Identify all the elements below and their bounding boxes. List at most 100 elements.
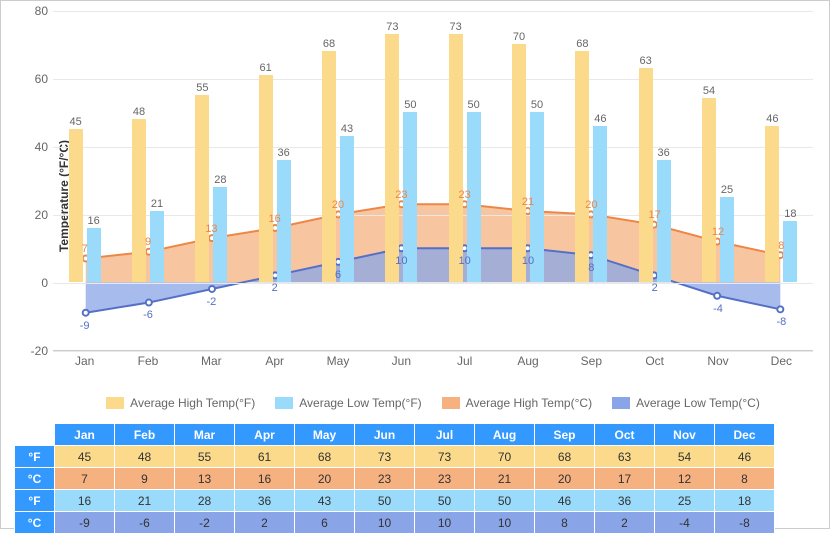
area-value-label: 7 [82, 243, 88, 255]
table-cell: -9 [55, 512, 115, 534]
table-cell: 20 [295, 468, 355, 490]
bar-value-label: 73 [386, 21, 398, 33]
gridline [53, 283, 813, 284]
table-cell: 48 [115, 446, 175, 468]
table-col-header: Oct [595, 424, 655, 446]
area-value-label: 23 [395, 189, 407, 201]
area-value-label: 17 [649, 209, 661, 221]
bar [69, 129, 83, 282]
gridline [53, 215, 813, 216]
area-value-label: 10 [459, 255, 471, 267]
bar [720, 197, 734, 282]
bar [195, 95, 209, 282]
table-cell: 2 [595, 512, 655, 534]
x-tick-label: Apr [265, 354, 284, 368]
x-tick-label: May [327, 354, 350, 368]
chart-container: Temperature (°F/°C) -2002040608045485561… [0, 0, 830, 529]
table-cell: 54 [655, 446, 715, 468]
bar-value-label: 25 [721, 184, 733, 196]
table-cell: 68 [535, 446, 595, 468]
bar-value-label: 70 [513, 31, 525, 43]
bar-value-label: 36 [278, 147, 290, 159]
table-col-header: Aug [475, 424, 535, 446]
area-value-label: 16 [269, 213, 281, 225]
bar-value-label: 55 [196, 82, 208, 94]
table-row-header: °F [15, 490, 55, 512]
area-value-label: 13 [205, 223, 217, 235]
bar [765, 126, 779, 282]
bar-value-label: 48 [133, 106, 145, 118]
table-cell: 17 [595, 468, 655, 490]
bar [150, 211, 164, 282]
table-cell: -6 [115, 512, 175, 534]
area-value-label: 2 [652, 282, 658, 294]
table-row-header: °F [15, 446, 55, 468]
table-cell: 73 [415, 446, 475, 468]
table-col-header: Dec [715, 424, 775, 446]
legend-swatch [442, 397, 460, 409]
bar-value-label: 68 [323, 38, 335, 50]
table-cell: 23 [415, 468, 475, 490]
table-col-header: Nov [655, 424, 715, 446]
area-value-label: 20 [332, 199, 344, 211]
table-cell: 20 [535, 468, 595, 490]
table-cell: 7 [55, 468, 115, 490]
table-cell: 68 [295, 446, 355, 468]
bar-value-label: 68 [576, 38, 588, 50]
legend-item-low-f: Average Low Temp(°F) [275, 396, 421, 410]
area-value-label: 2 [272, 282, 278, 294]
table-cell: 63 [595, 446, 655, 468]
area-value-label: -4 [713, 303, 723, 315]
bar [385, 34, 399, 282]
bar [575, 51, 589, 282]
legend-swatch [106, 397, 124, 409]
table-cell: 73 [355, 446, 415, 468]
x-tick-label: Jul [457, 354, 472, 368]
gridline [53, 147, 813, 148]
table-cell: 36 [235, 490, 295, 512]
table-cell: 46 [535, 490, 595, 512]
area-value-label: 12 [712, 226, 724, 238]
table-cell: 50 [415, 490, 475, 512]
area-value-label: -9 [80, 320, 90, 332]
y-tick-label: 0 [23, 276, 48, 290]
bar [87, 228, 101, 282]
table-col-header: Sep [535, 424, 595, 446]
table-row-header: °C [15, 512, 55, 534]
x-tick-label: Sep [581, 354, 602, 368]
bar [322, 51, 336, 282]
legend-swatch [275, 397, 293, 409]
legend: Average High Temp(°F) Average Low Temp(°… [53, 393, 813, 413]
bar-value-label: 28 [214, 174, 226, 186]
table-cell: 21 [115, 490, 175, 512]
bar-value-label: 45 [70, 116, 82, 128]
table-col-header: Apr [235, 424, 295, 446]
table-cell: 55 [175, 446, 235, 468]
gridline [53, 351, 813, 352]
legend-label: Average High Temp(°C) [466, 396, 592, 410]
bar [259, 75, 273, 282]
bar-value-label: 46 [594, 113, 606, 125]
data-table: JanFebMarAprMayJunJulAugSepOctNovDec°F45… [14, 423, 775, 534]
x-tick-label: Nov [707, 354, 728, 368]
legend-label: Average Low Temp(°C) [636, 396, 760, 410]
table-cell: 10 [415, 512, 475, 534]
table-cell: 12 [655, 468, 715, 490]
table-cell: -8 [715, 512, 775, 534]
x-tick-label: Feb [138, 354, 159, 368]
gridline [53, 79, 813, 80]
legend-item-low-c: Average Low Temp(°C) [612, 396, 760, 410]
bar-value-label: 73 [450, 21, 462, 33]
bar-value-label: 63 [640, 55, 652, 67]
bar-value-label: 16 [88, 215, 100, 227]
legend-label: Average Low Temp(°F) [299, 396, 421, 410]
x-tick-label: Jun [392, 354, 411, 368]
area-value-label: 21 [522, 196, 534, 208]
table-cell: 23 [355, 468, 415, 490]
table-cell: 21 [475, 468, 535, 490]
bar-value-label: 46 [766, 113, 778, 125]
area-value-label: 23 [459, 189, 471, 201]
plot-region: -200204060804548556168737370686354461621… [53, 11, 813, 351]
area-value-label: -8 [776, 316, 786, 328]
table-cell: 61 [235, 446, 295, 468]
